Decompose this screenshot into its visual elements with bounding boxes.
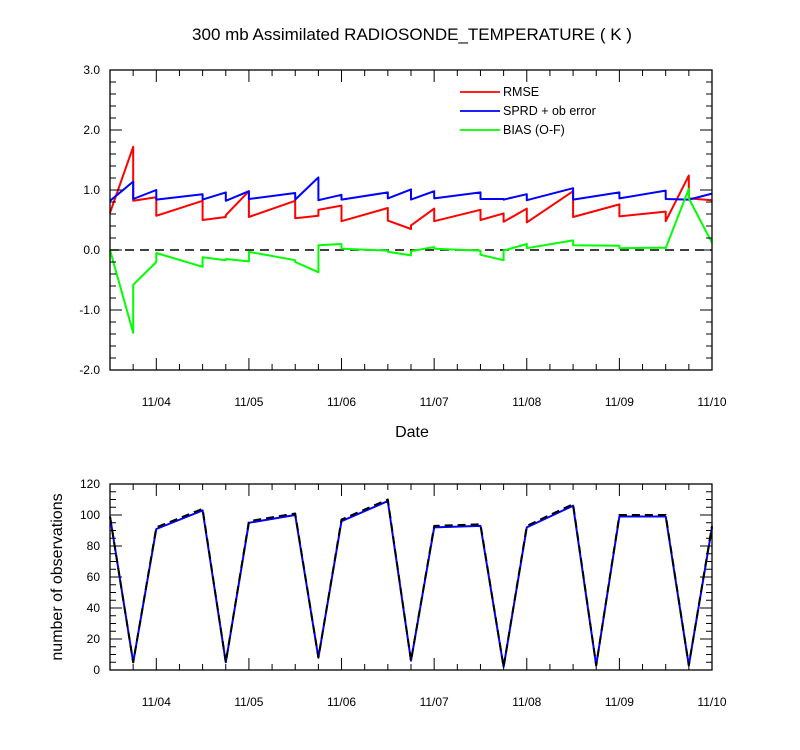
top-x-tick-label: 11/09 xyxy=(605,395,634,409)
legend-label-bias-o-f: BIAS (O-F) xyxy=(503,123,565,137)
top-y-tick-label: 2.0 xyxy=(83,123,100,137)
sprd-ob-error-line xyxy=(109,176,713,202)
bottom-y-tick-label: 20 xyxy=(87,632,101,646)
top-tick-layer xyxy=(109,69,713,371)
bottom-x-tick-label: 11/06 xyxy=(327,695,356,709)
bottom-y-tick-label: 100 xyxy=(80,508,100,522)
top-y-tick-labels: 3.0 2.0 1.0 0.0 -1.0 -2.0 xyxy=(79,63,100,377)
top-y-tick-label: 1.0 xyxy=(83,183,100,197)
bottom-y-tick-label: 40 xyxy=(87,601,101,615)
top-x-tick-label: 11/05 xyxy=(234,395,263,409)
bottom-x-tick-label: 11/08 xyxy=(512,695,541,709)
bottom-x-tick-label: 11/10 xyxy=(697,695,726,709)
top-x-tick-label: 11/06 xyxy=(327,395,356,409)
legend: RMSE SPRD + ob error BIAS (O-F) xyxy=(460,85,596,137)
y-axis-label-observations: number of observations xyxy=(49,493,66,660)
top-x-tick-label: 11/04 xyxy=(142,395,171,409)
observation-count-line-solid xyxy=(109,500,713,668)
bottom-x-tick-label: 11/07 xyxy=(420,695,449,709)
bottom-plot-frame xyxy=(109,483,713,671)
top-y-tick-label: 3.0 xyxy=(83,63,100,77)
bottom-x-tick-label: 11/05 xyxy=(234,695,263,709)
top-y-tick-label: 0.0 xyxy=(83,243,100,257)
bottom-y-tick-labels: 120 100 80 60 40 20 0 xyxy=(80,477,100,677)
rmse-line xyxy=(109,145,713,230)
top-y-tick-label: -1.0 xyxy=(79,303,100,317)
legend-label-rmse: RMSE xyxy=(503,85,539,99)
bottom-series-layer xyxy=(109,498,713,668)
top-plot-frame xyxy=(109,69,713,371)
x-axis-label: Date xyxy=(395,424,429,441)
top-x-tick-label: 11/07 xyxy=(420,395,449,409)
top-x-tick-label: 11/08 xyxy=(512,395,541,409)
top-series-layer xyxy=(109,145,713,334)
legend-label-sprd-ob-error: SPRD + ob error xyxy=(503,104,596,118)
bottom-y-tick-label: 0 xyxy=(93,663,100,677)
bottom-y-tick-label: 120 xyxy=(80,477,100,491)
bottom-tick-layer xyxy=(109,483,713,671)
bottom-x-tick-label: 11/09 xyxy=(605,695,634,709)
bottom-y-tick-label: 80 xyxy=(87,539,101,553)
observation-count-line-dashed xyxy=(109,498,713,668)
top-chart: 3.02.01.00.0-1.0-2.0 11/04 11/05 11/06 11/0… xyxy=(79,63,727,409)
top-y-tick-label: -2.0 xyxy=(79,363,100,377)
chart-title: 300 mb Assimilated RADIOSONDE_TEMPERATUR… xyxy=(192,25,632,44)
top-x-tick-labels: 11/04 11/05 11/06 11/07 11/08 11/09 11/10 xyxy=(142,395,727,409)
top-x-tick-label: 11/10 xyxy=(697,395,726,409)
bias-o-f-line xyxy=(109,187,713,334)
bottom-y-tick-label: 60 xyxy=(87,570,101,584)
bottom-x-tick-labels: 11/04 11/05 11/06 11/07 11/08 11/09 11/10 xyxy=(142,695,727,709)
bottom-x-tick-label: 11/04 xyxy=(142,695,171,709)
